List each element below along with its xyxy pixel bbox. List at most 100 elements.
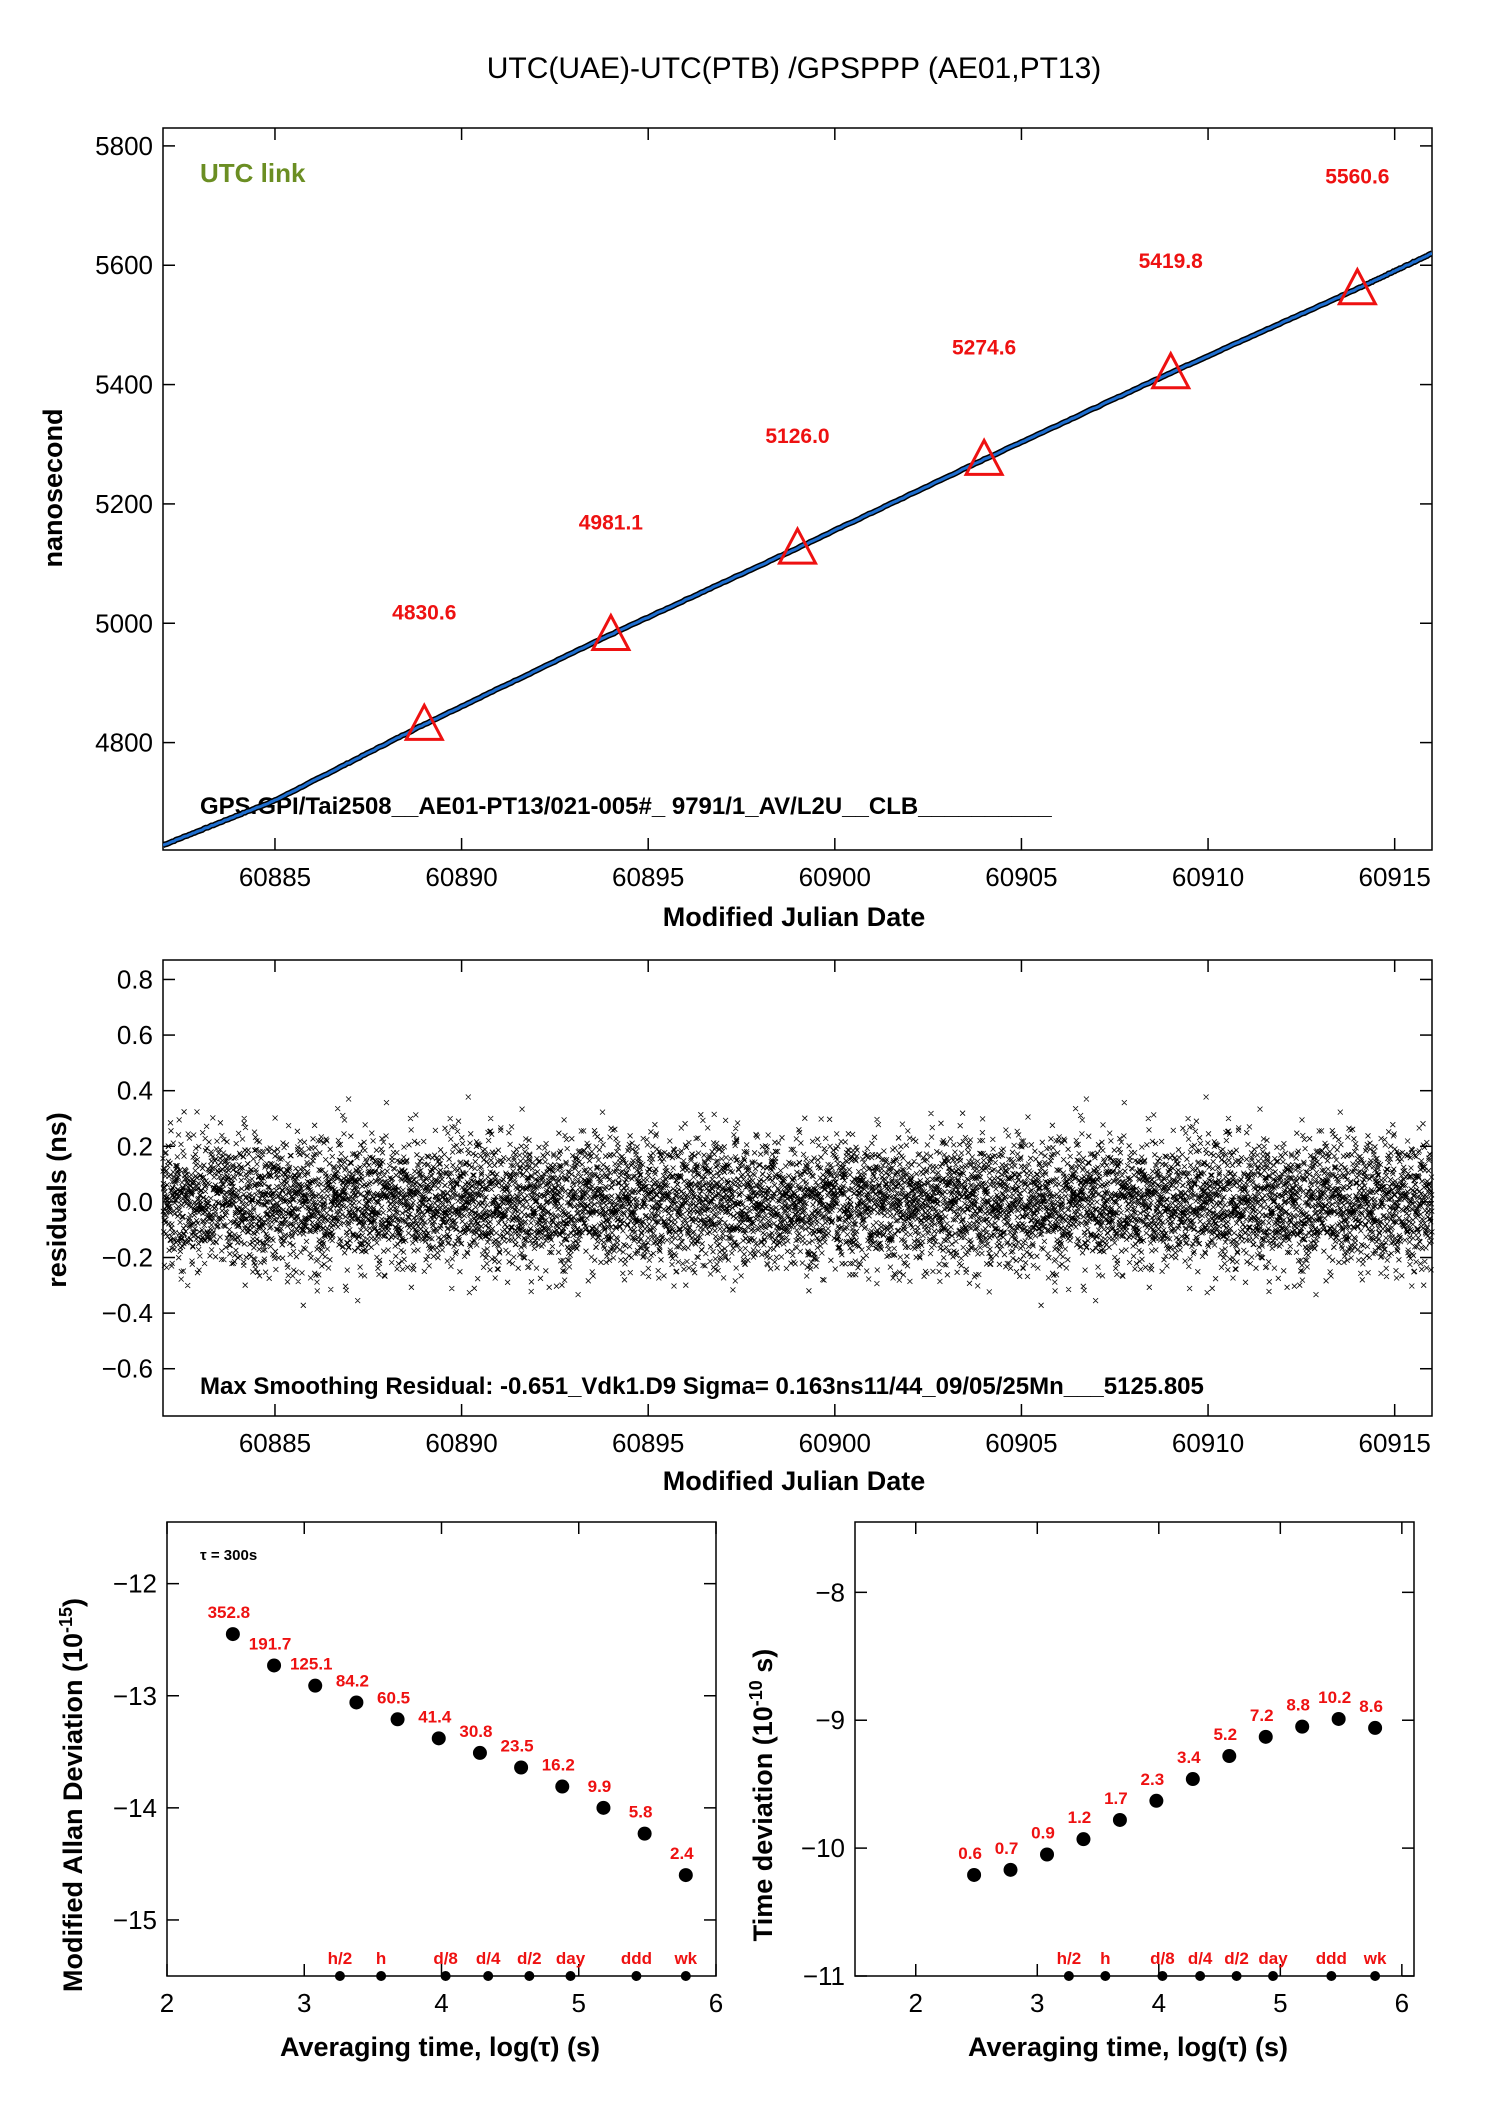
tdev-ytick-label: −10 (801, 1833, 845, 1863)
allan-deviation-chart: τ = 300s Averaging time, log(τ) (s) Modi… (56, 1521, 723, 2062)
time-link-ylabel: nanosecond (38, 408, 68, 567)
time-link-marker (403, 702, 445, 741)
tdev-interval-dot (1370, 1971, 1381, 1981)
tdev-point-label: 10.2 (1318, 1688, 1351, 1707)
allan-interval-dot (680, 1971, 691, 1981)
residuals-xtick-label: 60900 (799, 1428, 871, 1458)
tdev-xtick-label: 6 (1395, 1988, 1409, 2018)
residuals-xtick-label: 60910 (1172, 1428, 1244, 1458)
allan-interval-label: h (376, 1949, 386, 1968)
allan-interval-dot (376, 1971, 387, 1981)
tdev-interval-dot (1157, 1971, 1168, 1981)
allan-ytick-label: −12 (113, 1569, 157, 1599)
residuals-ytick-label: −0.6 (102, 1354, 153, 1384)
utc-link-tag: UTC link (200, 158, 306, 188)
tdev-ytick-label: −8 (815, 1577, 845, 1607)
tdev-point-label: 5.2 (1213, 1725, 1237, 1744)
time-link-frame (162, 127, 1433, 851)
allan-point-label: 5.8 (629, 1803, 653, 1822)
allan-point-label: 2.4 (670, 1844, 694, 1863)
allan-interval-label: ddd (621, 1949, 652, 1968)
time-link-ytick-label: 5000 (95, 608, 153, 638)
tdev-interval-label: h (1100, 1949, 1110, 1968)
allan-point (472, 1745, 487, 1760)
tdev-interval-dot (1063, 1971, 1074, 1981)
allan-point (431, 1731, 446, 1746)
time-link-xtick-label: 60890 (425, 862, 497, 892)
allan-xlabel: Averaging time, log(τ) (s) (280, 2032, 600, 2062)
tdev-interval-dot (1195, 1971, 1206, 1981)
time-link-marker-label: 4981.1 (579, 512, 644, 535)
time-link-ytick-label: 5400 (95, 370, 153, 400)
allan-interval-label: d/2 (517, 1949, 542, 1968)
residuals-ytick-label: 0.8 (117, 964, 153, 994)
residuals-points (160, 1094, 1435, 1309)
allan-point (349, 1695, 364, 1710)
tdev-point-label: 1.2 (1068, 1808, 1092, 1827)
allan-point-label: 191.7 (249, 1634, 292, 1653)
residuals-footnote: Max Smoothing Residual: -0.651_Vdk1.D9 S… (200, 1373, 1204, 1400)
allan-point-label: 23.5 (501, 1736, 534, 1755)
time-link-footnote: GPS.GPI/Tai2508__AE01-PT13/021-005#_ 979… (200, 793, 1052, 820)
allan-point-label: 30.8 (459, 1722, 492, 1741)
tdev-point-label: 7.2 (1250, 1706, 1274, 1725)
tdev-point (1112, 1812, 1127, 1827)
tdev-frame (854, 1521, 1415, 1977)
allan-xtick-label: 4 (434, 1988, 448, 2018)
tdev-point (1040, 1847, 1055, 1862)
tdev-xlabel: Averaging time, log(τ) (s) (968, 2032, 1288, 2062)
allan-point-label: 41.4 (418, 1707, 452, 1726)
allan-interval-label: day (556, 1949, 586, 1968)
tdev-point (1258, 1729, 1273, 1744)
residuals-xlabel: Modified Julian Date (663, 1466, 926, 1496)
time-link-marker (963, 437, 1005, 476)
residuals-xtick-label: 60895 (612, 1428, 684, 1458)
tau-note: τ = 300s (200, 1547, 257, 1564)
allan-point (637, 1826, 652, 1841)
allan-point-label: 125.1 (290, 1655, 333, 1674)
time-link-xtick-label: 60900 (799, 862, 871, 892)
tdev-point-label: 0.7 (995, 1839, 1019, 1858)
tdev-interval-label: d/4 (1188, 1949, 1213, 1968)
tdev-point-label: 2.3 (1141, 1770, 1165, 1789)
allan-point (555, 1779, 570, 1794)
residuals-ylabel: residuals (ns) (42, 1112, 72, 1288)
tdev-xtick-label: 4 (1152, 1988, 1166, 2018)
allan-xtick-label: 3 (297, 1988, 311, 2018)
residuals-ytick-label: −0.2 (102, 1243, 153, 1273)
time-link-ytick-label: 5600 (95, 250, 153, 280)
allan-ylabel: Modified Allan Deviation (10-15) (56, 1598, 88, 1992)
tdev-xtick-label: 3 (1030, 1988, 1044, 2018)
allan-interval-dot (483, 1971, 494, 1981)
tdev-interval-label: d/2 (1224, 1949, 1249, 1968)
allan-point-label: 352.8 (208, 1603, 251, 1622)
allan-ytick-label: −13 (113, 1681, 157, 1711)
allan-point (308, 1678, 323, 1693)
allan-point-label: 84.2 (336, 1671, 369, 1690)
time-link-marker (1336, 266, 1378, 306)
allan-interval-label: h/2 (328, 1949, 353, 1968)
tdev-xtick-label: 2 (909, 1988, 923, 2018)
tdev-point-label: 8.8 (1286, 1696, 1310, 1715)
tdev-point-label: 8.6 (1359, 1697, 1383, 1716)
allan-point (678, 1868, 693, 1883)
allan-interval-label: wk (673, 1949, 697, 1968)
residuals-xtick-label: 60915 (1359, 1428, 1431, 1458)
residuals-ytick-label: −0.4 (102, 1298, 153, 1328)
time-link-marker (1150, 350, 1192, 390)
allan-frame (166, 1521, 717, 1977)
residuals-ytick-label: 0.4 (117, 1076, 153, 1106)
time-link-marker-label: 5419.8 (1139, 250, 1204, 273)
time-link-ytick-label: 4800 (95, 728, 153, 758)
allan-interval-label: d/8 (433, 1949, 458, 1968)
allan-point (390, 1712, 405, 1727)
allan-interval-label: d/4 (476, 1949, 501, 1968)
time-link-marker (590, 612, 632, 652)
time-link-xtick-label: 60895 (612, 862, 684, 892)
allan-point-label: 16.2 (542, 1756, 575, 1775)
residuals-ytick-label: 0.2 (117, 1131, 153, 1161)
residuals-xtick-label: 60885 (239, 1428, 311, 1458)
tdev-point (1076, 1832, 1091, 1847)
residuals-chart: Max Smoothing Residual: -0.651_Vdk1.D9 S… (42, 959, 1435, 1496)
